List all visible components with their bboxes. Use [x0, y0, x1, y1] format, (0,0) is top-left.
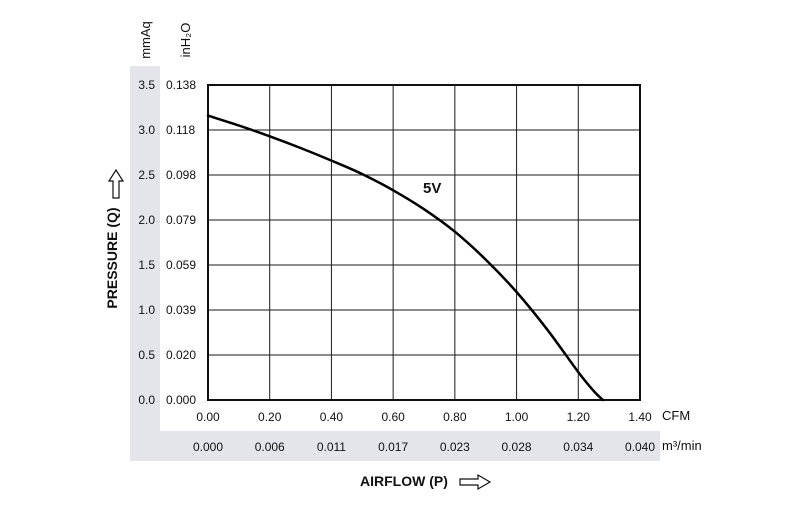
y-unit-mmaq: mmAq [138, 21, 153, 59]
y-tick-label-mmaq: 3.5 [138, 78, 155, 92]
outline-arrow-right-icon [459, 473, 492, 491]
x-tick-label-cfm: 0.80 [443, 410, 467, 424]
x-tick-label-cfm: 1.00 [505, 410, 529, 424]
series-label-5v: 5V [423, 180, 441, 197]
x-tick-label-cfm: 0.00 [196, 410, 220, 424]
y-tick-label-mmaq: 0.5 [138, 348, 155, 362]
x-tick-label-m3min: 0.023 [440, 440, 470, 454]
y-tick-label-inh2o: 0.000 [166, 393, 196, 407]
x-tick-label-m3min: 0.040 [625, 440, 655, 454]
outline-arrow-up-icon [107, 168, 125, 199]
series-line-5v [206, 114, 605, 402]
y-tick-label-inh2o: 0.138 [166, 78, 196, 92]
y-tick-label-inh2o: 0.020 [166, 348, 196, 362]
y-tick-label-mmaq: 0.0 [138, 393, 155, 407]
y-tick-label-mmaq: 2.0 [138, 213, 155, 227]
x-tick-label-cfm: 0.20 [258, 410, 282, 424]
plot-frame [207, 84, 641, 401]
y-tick-label-mmaq: 2.5 [138, 168, 155, 182]
x-tick-label-m3min: 0.034 [563, 440, 593, 454]
y-tick-label-inh2o: 0.079 [166, 213, 196, 227]
x-tick-labels-m3min: 0.000 0.006 0.011 0.017 0.023 0.028 0.034 0.040 [193, 440, 655, 454]
x-tick-label-cfm: 1.40 [628, 410, 652, 424]
x-label-band [130, 431, 660, 461]
y-tick-label-inh2o: 0.098 [166, 168, 196, 182]
x-tick-label-m3min: 0.006 [255, 440, 285, 454]
grid-lines [207, 84, 641, 401]
x-unit-m3min: m³/min [662, 438, 702, 453]
x-tick-label-m3min: 0.000 [193, 440, 223, 454]
x-tick-labels-cfm: 0.00 0.20 0.40 0.60 0.80 1.00 1.20 1.40 [196, 410, 652, 424]
y-tick-labels-inh2o: 0.000 0.020 0.039 0.059 0.079 0.098 0.118 0.138 [166, 78, 196, 407]
x-tick-label-m3min: 0.017 [378, 440, 408, 454]
x-tick-label-cfm: 0.40 [320, 410, 344, 424]
y-tick-label-mmaq: 1.0 [138, 303, 155, 317]
y-tick-label-mmaq: 3.0 [138, 123, 155, 137]
x-tick-label-cfm: 1.20 [567, 410, 591, 424]
x-unit-cfm: CFM [662, 408, 690, 423]
y-tick-label-mmaq: 1.5 [138, 258, 155, 272]
x-axis-title: AIRFLOW (P) [360, 473, 448, 489]
x-tick-label-m3min: 0.011 [317, 440, 346, 454]
y-tick-label-inh2o: 0.039 [166, 303, 196, 317]
y-tick-label-inh2o: 0.118 [166, 123, 195, 137]
y-axis-title: PRESSURE (Q) [104, 207, 120, 308]
y-tick-label-inh2o: 0.059 [166, 258, 196, 272]
x-tick-label-cfm: 0.60 [381, 410, 405, 424]
y-unit-inh2o: inH₂O [178, 23, 193, 58]
x-tick-label-m3min: 0.028 [502, 440, 532, 454]
y-label-band [130, 66, 160, 461]
y-tick-labels-mmaq: 0.0 0.5 1.0 1.5 2.0 2.5 3.0 3.5 [138, 78, 155, 407]
